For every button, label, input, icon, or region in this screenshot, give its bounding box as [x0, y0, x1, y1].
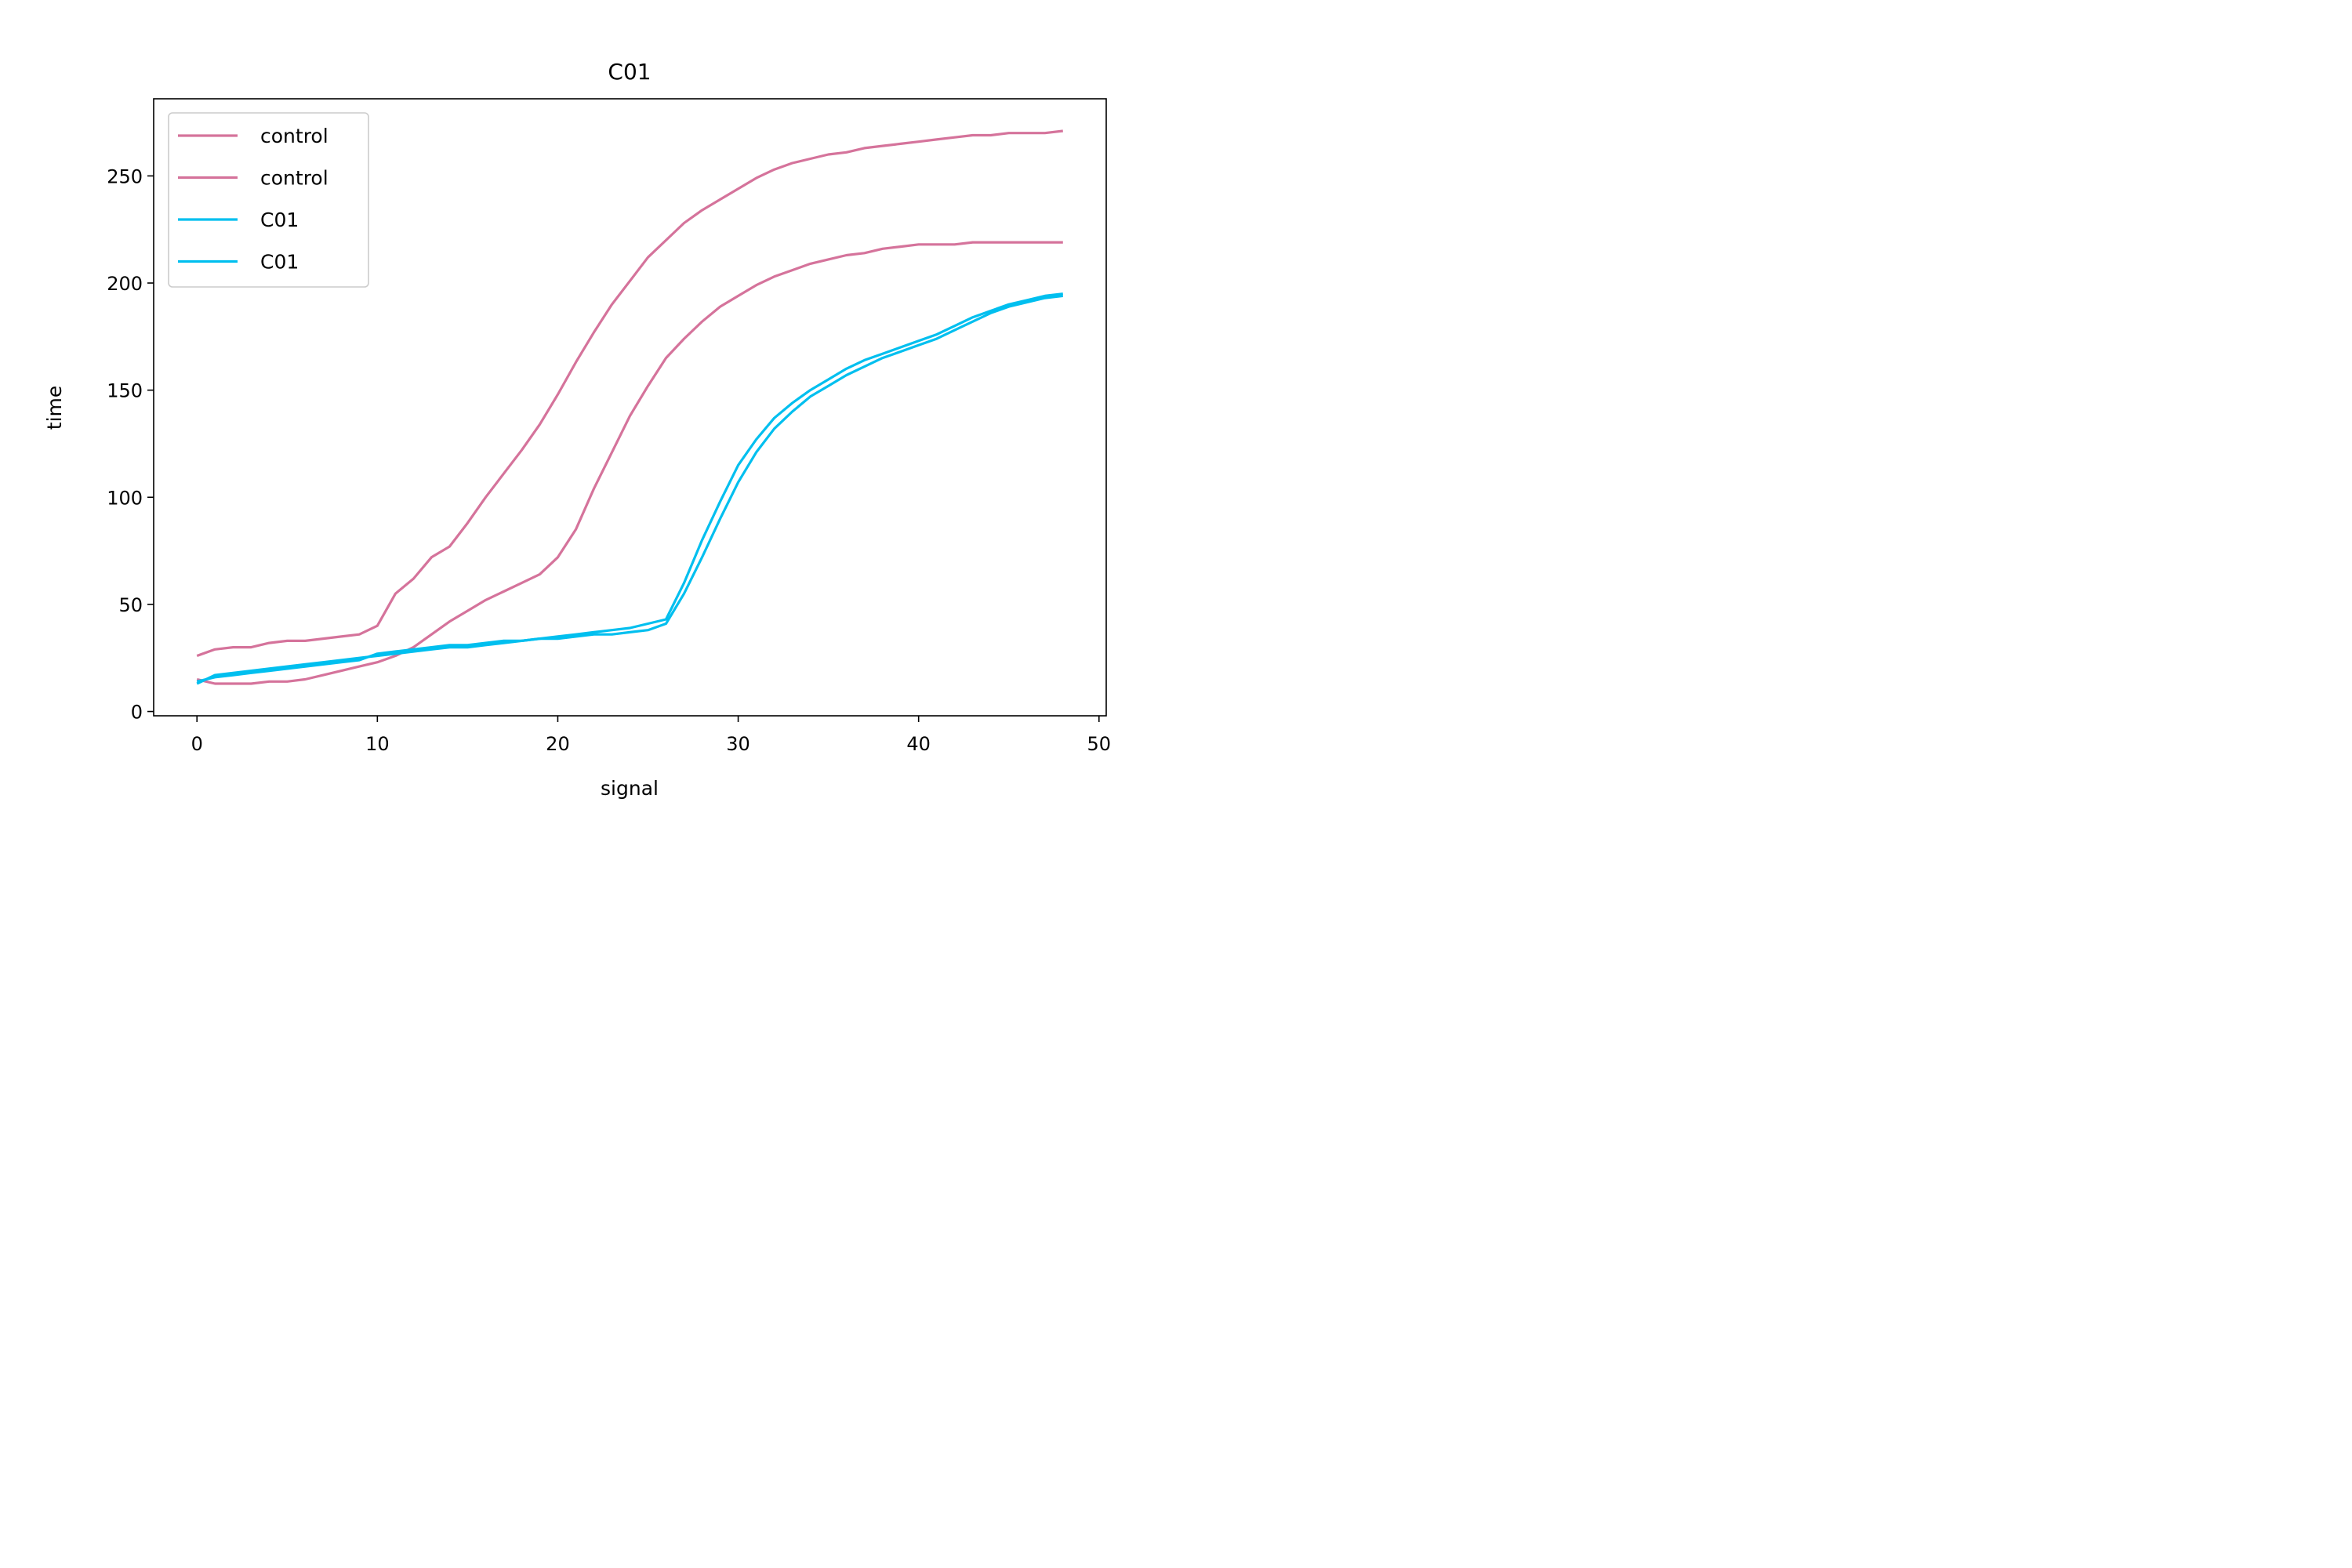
- x-axis: 0 10 20 30 40 50: [191, 716, 1111, 755]
- y-tick-label: 50: [118, 594, 143, 616]
- legend-box: [168, 112, 369, 288]
- line-chart: C01 0 10 20 30 40 50 0 50 100 150 200 250 signal t…: [43, 59, 1111, 800]
- x-tick-label: 20: [546, 733, 570, 755]
- x-tick-label: 0: [191, 733, 203, 755]
- x-axis-label: signal: [601, 777, 659, 800]
- plot-lines: [196, 129, 1063, 685]
- legend: control control C01 C01: [168, 112, 369, 288]
- chart-title: C01: [608, 59, 651, 85]
- legend-label: control: [260, 167, 328, 190]
- x-tick-label: 30: [726, 733, 750, 755]
- legend-label: C01: [260, 209, 299, 231]
- y-tick-label: 150: [107, 380, 143, 402]
- legend-label: control: [260, 125, 328, 147]
- x-tick-label: 10: [365, 733, 390, 755]
- series-line-4: [196, 294, 1063, 683]
- y-tick-label: 250: [107, 165, 143, 187]
- plot-frame: [153, 98, 1107, 717]
- series-line-1: [196, 129, 1063, 658]
- y-axis-label: time: [43, 386, 66, 430]
- y-tick-label: 200: [107, 273, 143, 295]
- legend-label: C01: [260, 251, 299, 274]
- x-tick-label: 50: [1087, 733, 1112, 755]
- series-line-2: [196, 241, 1063, 685]
- y-axis: 0 50 100 150 200 250: [107, 165, 154, 724]
- series-line-3: [196, 292, 1063, 685]
- x-tick-label: 40: [906, 733, 931, 755]
- y-tick-label: 100: [107, 487, 143, 509]
- y-tick-label: 0: [131, 702, 143, 724]
